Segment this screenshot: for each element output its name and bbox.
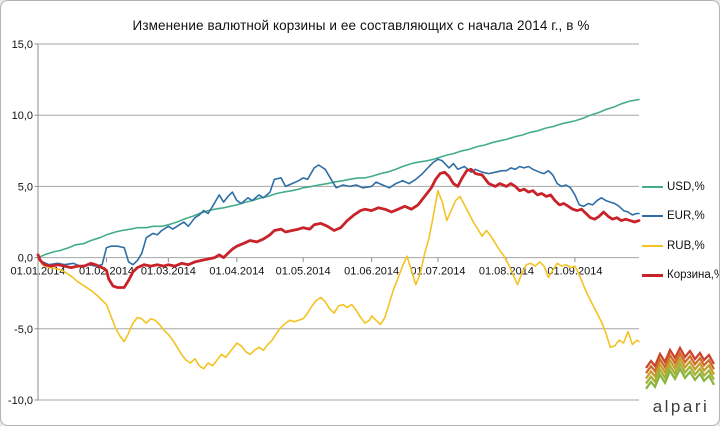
legend-line-swatch xyxy=(642,273,663,277)
legend-line-swatch xyxy=(642,185,663,188)
series-line-usd xyxy=(37,98,640,259)
x-tick-label: 01.09.2014 xyxy=(547,266,602,278)
x-tick-label: 01.04.2014 xyxy=(209,266,264,278)
legend-item: EUR,% xyxy=(642,210,719,223)
legend-label: RUB,% xyxy=(667,239,705,252)
x-tick-label: 01.06.2014 xyxy=(344,266,399,278)
series-line-rub xyxy=(37,189,640,370)
legend-line-swatch xyxy=(642,215,663,217)
alpari-mountains-icon xyxy=(645,345,716,390)
alpari-logo: alpari xyxy=(643,343,719,417)
legend-item: RUB,% xyxy=(642,239,719,252)
legend-item: USD,% xyxy=(642,180,719,193)
legend-label: USD,% xyxy=(667,180,705,193)
y-tick-label: 0,0 xyxy=(18,253,33,265)
chart-title: Изменение валютной корзины и ее составля… xyxy=(132,18,590,33)
x-tick-label: 01.05.2014 xyxy=(276,266,331,278)
x-tick-label: 01.08.2014 xyxy=(479,266,534,278)
legend-label: Корзина,% xyxy=(667,269,720,281)
logo-zigzag-line xyxy=(645,355,716,380)
x-tick-label: 01.07.2014 xyxy=(410,266,465,278)
y-tick-label: 10,0 xyxy=(12,110,33,122)
logo-zigzag-line xyxy=(645,366,716,390)
legend-item: Корзина,% xyxy=(642,269,720,282)
logo-zigzag-line xyxy=(645,361,716,385)
y-tick-label: -10,0 xyxy=(8,395,33,407)
alpari-logo-text: alpari xyxy=(652,397,710,416)
logo-zigzag-line xyxy=(645,345,716,369)
y-tick-label: 5,0 xyxy=(18,181,33,193)
y-tick-label: -5,0 xyxy=(14,324,33,336)
legend-label: EUR,% xyxy=(667,210,705,222)
series-line-корзина xyxy=(36,167,641,289)
series-line-eur xyxy=(37,158,640,267)
legend-line-swatch xyxy=(642,244,663,247)
logo-zigzag-line xyxy=(645,350,716,374)
y-tick-label: 15,0 xyxy=(12,39,33,51)
chart-legend: USD,% EUR,% RUB,% Корзина,% xyxy=(642,180,720,298)
x-tick-label: 01.03.2014 xyxy=(141,266,196,278)
